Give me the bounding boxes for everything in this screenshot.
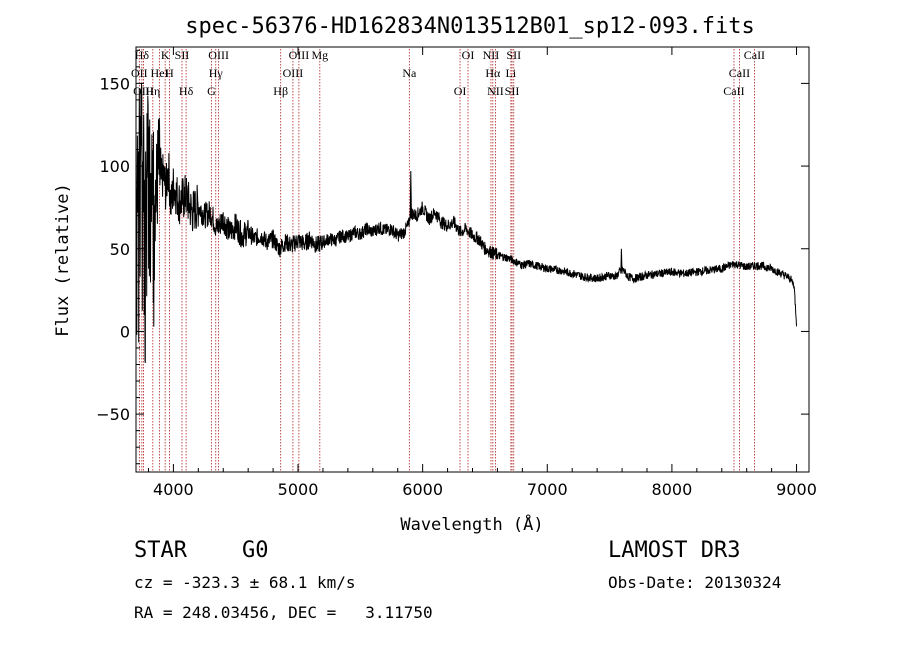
line-marker-label: Hγ	[209, 66, 224, 80]
y-tick-label: 0	[120, 322, 130, 341]
y-tick-label: 100	[99, 157, 130, 176]
line-marker-label: SII	[506, 48, 521, 62]
line-marker-label: OIII	[283, 66, 304, 80]
line-marker-label: Mg	[311, 48, 328, 62]
line-marker-label: Hη	[145, 84, 160, 98]
line-marker-label: SII	[505, 84, 520, 98]
y-tick-label: −50	[96, 405, 130, 424]
line-marker-label: OI	[462, 48, 475, 62]
line-marker-label: OI	[454, 84, 467, 98]
x-axis-label: Wavelength (Å)	[400, 513, 543, 535]
x-tick-label: 5000	[278, 480, 319, 499]
x-tick-label: 9000	[776, 480, 817, 499]
line-marker-label: Hα	[485, 66, 501, 80]
line-marker-label: NII	[483, 48, 500, 62]
spectrum-line	[135, 83, 797, 363]
redshift-readout: cz = -323.3 ± 68.1 km/s	[134, 573, 356, 592]
line-marker-label: OII	[131, 66, 148, 80]
x-tick-label: 6000	[402, 480, 443, 499]
line-marker-label: OIII	[133, 84, 154, 98]
line-marker-label: CaII	[723, 84, 744, 98]
plot-frame	[135, 46, 810, 473]
spectral-line-markers	[138, 49, 755, 472]
line-marker-label: H	[165, 66, 174, 80]
line-marker-label: Hδ	[179, 84, 194, 98]
y-axis-label: Flux (relative)	[53, 183, 73, 337]
x-tick-label: 7000	[527, 480, 568, 499]
x-tick-label: 4000	[153, 480, 194, 499]
coordinates: RA = 248.03456, DEC = 3.11750	[134, 603, 433, 622]
y-axis-ticks: −50 0 50 100 150	[96, 49, 809, 465]
x-axis-ticks: 4000 5000 6000 7000 8000 9000	[147, 47, 817, 499]
line-marker-label: SII	[175, 48, 190, 62]
chart-title: spec-56376-HD162834N013512B01_sp12-093.f…	[185, 14, 755, 39]
object-subclass: G0	[242, 538, 269, 563]
line-marker-label: G	[207, 84, 216, 98]
line-marker-label: Hβ	[273, 84, 288, 98]
obs-date: Obs-Date: 20130324	[608, 573, 782, 592]
line-marker-label: Hδ	[135, 48, 150, 62]
x-tick-label: 8000	[652, 480, 693, 499]
line-marker-label: NII	[487, 84, 504, 98]
object-class: STAR	[134, 538, 187, 563]
line-marker-label: HeI	[151, 66, 169, 80]
y-tick-label: 150	[99, 74, 130, 93]
line-marker-label: OIII	[289, 48, 310, 62]
y-tick-label: 50	[110, 240, 130, 259]
line-marker-label: Na	[402, 66, 417, 80]
line-marker-label: Li	[506, 66, 517, 80]
line-marker-label: K	[161, 48, 170, 62]
line-marker-label: OIII	[208, 48, 229, 62]
survey-name: LAMOST DR3	[608, 538, 741, 563]
line-marker-label: CaII	[744, 48, 765, 62]
line-marker-label: CaII	[729, 66, 750, 80]
spectral-line-labels: HδOIIOIIIKHeIHηSIIHHδOIIIHγGOIIIOIIIHβMg…	[131, 48, 765, 98]
